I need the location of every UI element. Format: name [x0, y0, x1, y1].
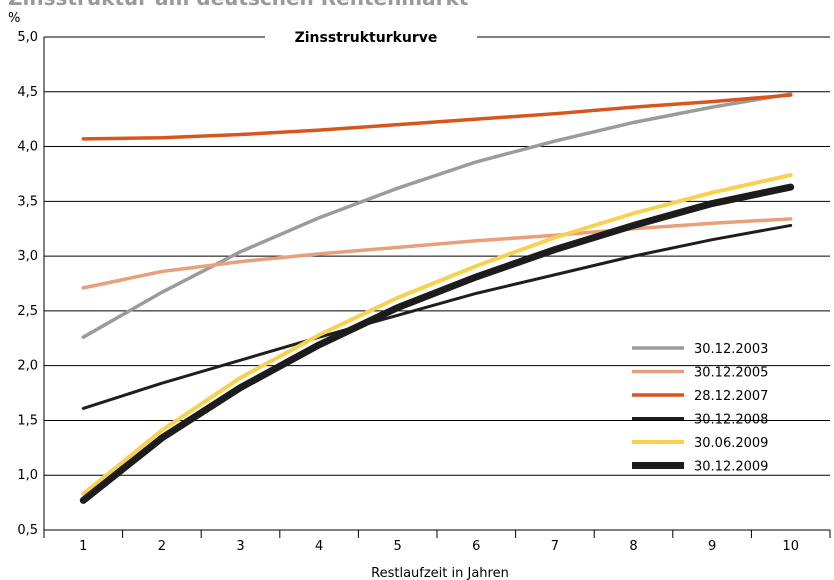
x-tick-label: 2	[158, 539, 166, 554]
legend-label: 30.12.2005	[694, 366, 768, 381]
y-tick-label: 5,0	[17, 30, 38, 45]
page-title: Zinsstruktur am deutschen Rentenmarkt	[8, 0, 468, 10]
series-line	[81, 217, 793, 290]
series-line	[79, 183, 795, 504]
legend-label: 30.12.2008	[694, 413, 768, 428]
x-tick-label: 7	[551, 539, 559, 554]
y-tick-label: 3,0	[17, 249, 38, 264]
y-tick-label: 2,0	[17, 359, 38, 374]
legend-label: 28.12.2007	[694, 389, 768, 404]
x-tick-label: 9	[708, 539, 716, 554]
series-lines	[79, 92, 795, 504]
y-tick-labels: 0,5 1,0 1,5 2,0 2,5 3,0 3,5 4,0 4,5 5,0	[17, 30, 38, 538]
legend-label: 30.06.2009	[694, 436, 768, 451]
x-tick-label: 3	[236, 539, 244, 554]
x-tick-label: 6	[472, 539, 480, 554]
y-tick-label: 4,5	[17, 85, 38, 100]
chart-title: Zinsstrukturkurve	[295, 30, 438, 46]
y-tick-label: 3,5	[17, 194, 38, 209]
x-tick-label: 10	[782, 539, 799, 554]
series-line	[81, 93, 793, 141]
x-tick-label: 4	[315, 539, 323, 554]
x-tick-labels: 1 2 3 4 5 6 7 8 9 10	[79, 539, 799, 554]
series-line	[81, 92, 793, 339]
legend-label: 30.12.2003	[694, 342, 768, 357]
legend: 30.12.2003 30.12.2005 28.12.2007 30.12.2008…	[632, 342, 768, 475]
x-tick-label: 5	[394, 539, 402, 554]
legend-label: 30.12.2009	[694, 460, 768, 475]
y-tick-label: 0,5	[17, 523, 38, 538]
y-axis-unit: %	[8, 11, 20, 26]
x-axis-label: Restlaufzeit in Jahren	[371, 566, 509, 580]
x-tick-label: 8	[629, 539, 637, 554]
chart-title-background	[265, 26, 477, 48]
series-line	[81, 223, 793, 410]
y-tick-label: 2,5	[17, 304, 38, 319]
series-line	[81, 173, 793, 496]
y-tick-label: 4,0	[17, 140, 38, 155]
x-tick-label: 1	[79, 539, 87, 554]
y-tick-label: 1,0	[17, 468, 38, 483]
y-tick-label: 1,5	[17, 413, 38, 428]
